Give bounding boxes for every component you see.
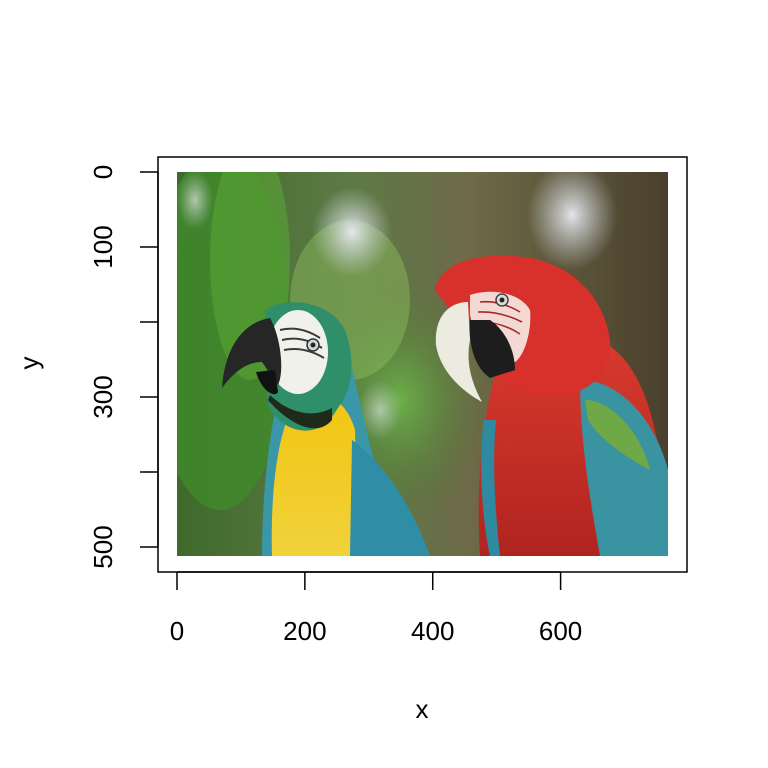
y-tick-label: 0 — [88, 165, 118, 179]
y-tick-label: 300 — [88, 375, 118, 418]
x-axis: 0 200 400 600 — [170, 571, 582, 646]
x-tick-label: 600 — [539, 616, 582, 646]
y-axis-label: y — [14, 357, 44, 370]
x-tick-label: 0 — [170, 616, 184, 646]
y-tick-label: 100 — [88, 225, 118, 268]
x-axis-label: x — [416, 694, 429, 724]
parrots-photo — [177, 172, 668, 556]
y-axis: 0 100 300 500 — [88, 165, 159, 569]
x-tick-label: 400 — [411, 616, 454, 646]
y-tick-label: 500 — [88, 525, 118, 568]
x-tick-label: 200 — [283, 616, 326, 646]
